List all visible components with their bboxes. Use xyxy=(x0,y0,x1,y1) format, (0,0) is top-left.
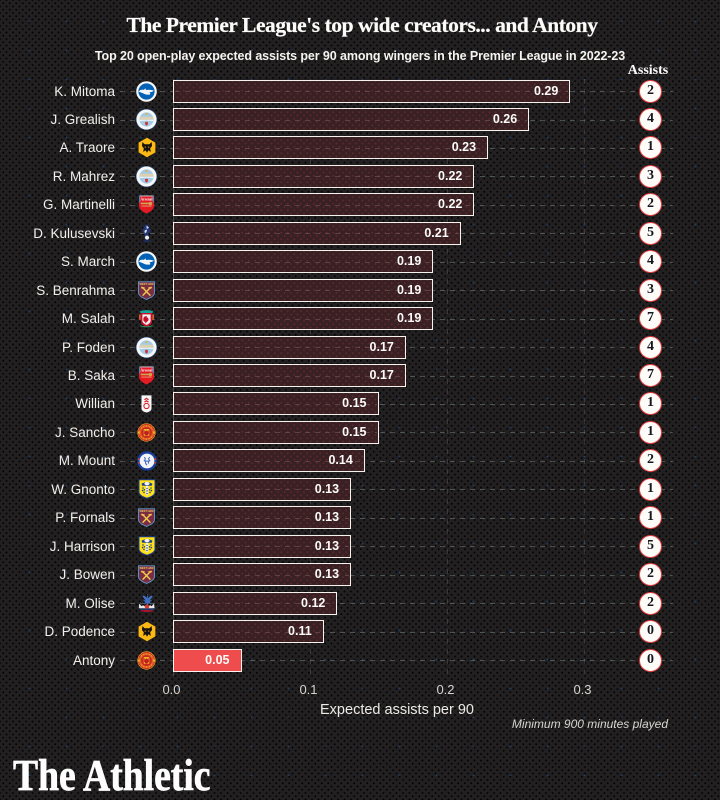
svg-text:WEST HAM: WEST HAM xyxy=(139,509,153,513)
svg-text:Arsenal: Arsenal xyxy=(141,368,153,372)
svg-text:Arsenal: Arsenal xyxy=(141,198,153,202)
svg-text:WEST HAM: WEST HAM xyxy=(139,281,153,285)
svg-text:WEST HAM: WEST HAM xyxy=(139,566,153,570)
